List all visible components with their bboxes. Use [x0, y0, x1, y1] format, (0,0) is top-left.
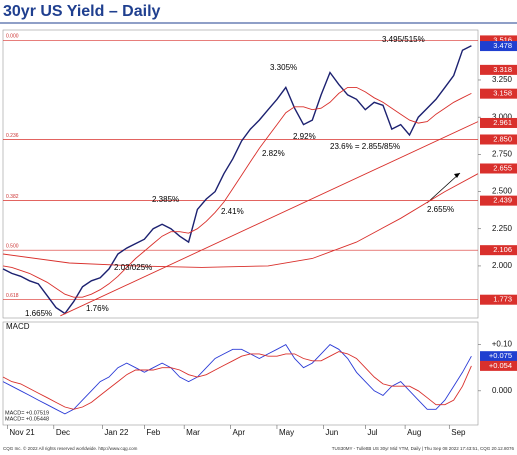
value-box-label: +0.054	[489, 361, 512, 370]
annotation: 2.385%	[152, 195, 179, 204]
y-tick-label: 3.000	[492, 112, 513, 121]
value-box	[480, 41, 517, 52]
x-tick-label: Apr	[233, 428, 246, 437]
annotation: 1.665%	[25, 309, 52, 318]
series-line	[2, 173, 479, 268]
annotation: 2.41%	[221, 207, 244, 216]
value-box	[480, 88, 517, 99]
fib-label: 0.500	[6, 243, 19, 249]
x-tick-label: May	[279, 428, 294, 437]
level-box	[480, 195, 517, 206]
y-tick-label: 2.000	[492, 261, 513, 270]
level-label: 1.773	[493, 295, 512, 304]
x-tick-label: Mar	[186, 428, 200, 437]
y-tick-label: 3.250	[492, 75, 513, 84]
series-line	[2, 351, 472, 410]
series-line	[60, 121, 479, 317]
value-box-label: 2.655	[493, 163, 512, 172]
fib-label: 0.618	[6, 293, 19, 299]
annotation: 1.76%	[86, 304, 109, 313]
macd-legend: MACD= +0.07519	[5, 410, 49, 416]
value-box-label: 2.961	[493, 118, 512, 127]
x-tick-label: Dec	[56, 428, 70, 437]
x-tick-label: Jan 22	[104, 428, 129, 437]
x-tick-label: Feb	[146, 428, 160, 437]
y-tick-label: 2.500	[492, 187, 513, 196]
footer-left: CQG Inc. © 2022 All rights reserved worl…	[3, 445, 138, 451]
value-box	[480, 64, 517, 75]
value-box	[480, 360, 517, 371]
level-label: 3.516	[493, 35, 512, 44]
level-label: 2.850	[493, 134, 512, 143]
level-box	[480, 294, 517, 305]
series-line	[2, 86, 472, 298]
annotation: 3.305%	[270, 63, 297, 72]
annotation: 2.82%	[262, 149, 285, 158]
x-tick-label: Jul	[367, 428, 377, 437]
annotation: 3.495/515%	[382, 35, 425, 44]
arrow-head	[454, 173, 460, 178]
macd-legend: MACD= +0.05448	[5, 416, 49, 422]
value-box	[480, 163, 517, 174]
fib-label: 0.236	[6, 133, 19, 139]
y-tick-label: 2.250	[492, 224, 513, 233]
fib-label: 0.382	[6, 194, 19, 200]
annotation: 23.6% = 2.855/85%	[330, 142, 400, 151]
annotation-arrow	[426, 172, 461, 204]
value-box	[480, 117, 517, 128]
y-tick-label: 0.000	[492, 386, 513, 395]
value-box	[480, 351, 517, 362]
level-label: 2.106	[493, 245, 512, 254]
series-line	[2, 344, 472, 415]
x-tick-label: Nov 21	[9, 428, 35, 437]
x-tick-label: Sep	[451, 428, 466, 437]
chart-title: 30yr US Yield – Daily	[3, 3, 161, 20]
level-box	[480, 134, 517, 145]
value-box-label: 3.478	[493, 41, 512, 50]
series-line	[2, 45, 472, 315]
macd-frame	[2, 321, 479, 426]
value-box-label: +0.075	[489, 351, 512, 360]
y-tick-label: 2.750	[492, 149, 513, 158]
macd-title: MACD	[6, 322, 30, 331]
y-tick-label: +0.10	[492, 340, 513, 349]
level-box	[480, 245, 517, 256]
footer-right: TUS30MY - TullettB US 30yr Mid YTM, Dail…	[332, 446, 515, 451]
annotation: 2.03/025%	[114, 263, 152, 272]
level-box	[480, 35, 517, 46]
value-box-label: 3.318	[493, 65, 512, 74]
value-box-label: 3.158	[493, 89, 512, 98]
level-label: 2.439	[493, 196, 512, 205]
x-tick-label: Jun	[325, 428, 338, 437]
annotation: 2.92%	[293, 132, 316, 141]
fib-label: 0.000	[6, 34, 19, 40]
annotation: 2.655%	[427, 205, 454, 214]
x-tick-label: Aug	[407, 428, 421, 437]
